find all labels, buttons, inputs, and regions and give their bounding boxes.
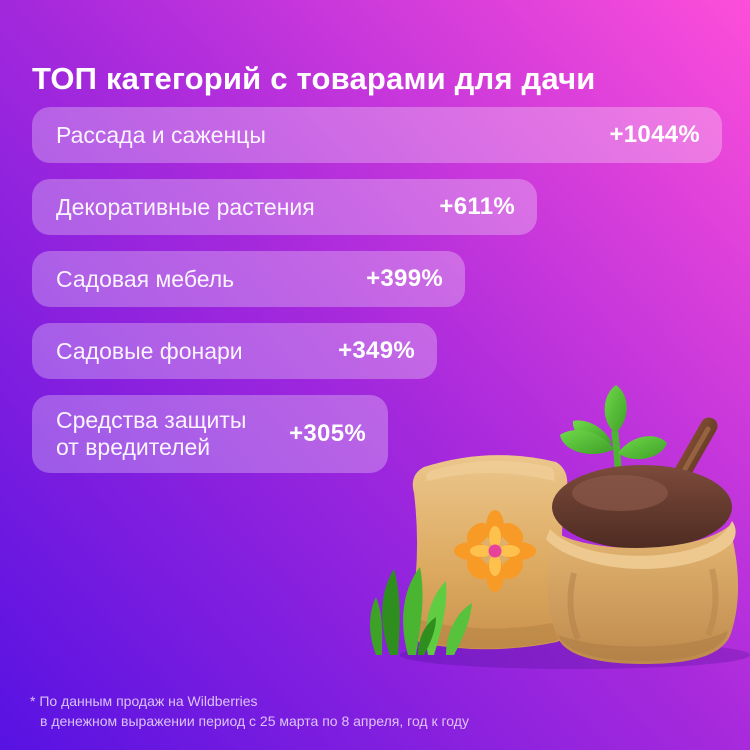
bar-row: Средства защиты от вредителей +305% xyxy=(32,395,388,473)
bar-row: Декоративные растения +611% xyxy=(32,179,537,235)
footnote-line-1: * По данным продаж на Wildberries xyxy=(30,693,258,709)
burlap-sack xyxy=(546,521,739,664)
seed-packet xyxy=(409,455,569,650)
bar-label: Садовые фонари xyxy=(56,337,243,364)
page-title: ТОП категорий с товарами для дачи xyxy=(32,60,596,96)
garden-illustration xyxy=(370,385,750,669)
bar-row: Рассада и саженцы +1044% xyxy=(32,107,722,163)
soil-mound xyxy=(552,465,732,549)
footnote: * По данным продаж на Wildberries в дене… xyxy=(30,691,469,732)
bar-value: +349% xyxy=(338,337,415,364)
bar-row: Садовая мебель +399% xyxy=(32,251,465,307)
bar-value: +399% xyxy=(366,265,443,292)
bar-row: Садовые фонари +349% xyxy=(32,323,437,379)
bar-value: +611% xyxy=(439,193,515,220)
bar-value: +305% xyxy=(289,420,366,447)
bar-value: +1044% xyxy=(609,121,700,148)
bar-label: Рассада и саженцы xyxy=(56,121,266,148)
grass-icon xyxy=(370,567,472,655)
bar-label: Садовая мебель xyxy=(56,265,235,292)
bar-label: Средства защиты от вредителей xyxy=(56,406,247,460)
bar-label: Декоративные растения xyxy=(56,193,315,220)
flower-icon xyxy=(454,510,536,592)
sapling-icon xyxy=(560,385,667,507)
footnote-line-2: в денежном выражении период с 25 марта п… xyxy=(40,713,469,730)
bar-chart: Рассада и саженцы +1044% Декоративные ра… xyxy=(32,107,722,473)
